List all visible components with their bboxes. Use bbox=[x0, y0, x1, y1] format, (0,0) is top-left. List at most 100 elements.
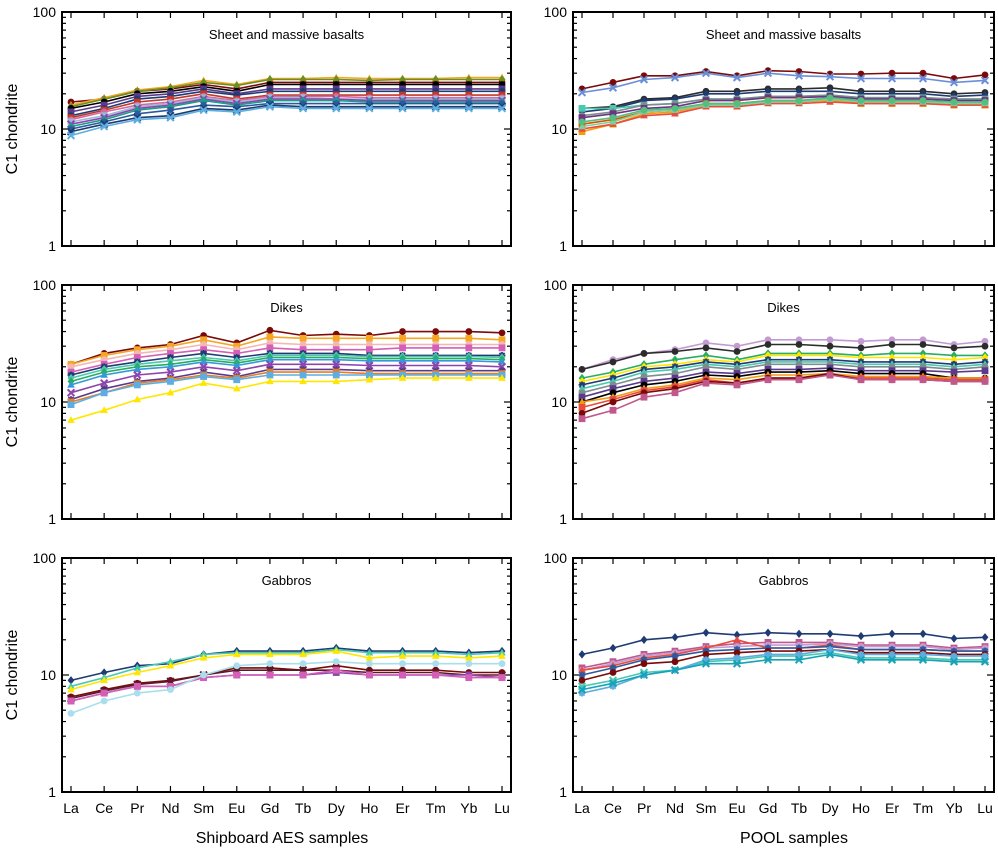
data-point bbox=[609, 79, 617, 86]
panel-gabbros-aes: 1 10 100 La Ce Pr Nd Sm Eu Gd Tb Dy Ho Er Tm Yb Lu C1 cho… bbox=[4, 550, 512, 816]
series-line bbox=[581, 343, 986, 371]
panel-title: Gabbros bbox=[759, 573, 809, 588]
data-point bbox=[732, 659, 742, 668]
data-point bbox=[100, 406, 108, 413]
x-tick-label: Tm bbox=[426, 800, 446, 816]
y-tick-label: 1 bbox=[559, 238, 567, 254]
data-point bbox=[578, 676, 586, 684]
data-point bbox=[949, 78, 959, 87]
data-point bbox=[950, 351, 958, 360]
data-point bbox=[609, 643, 617, 653]
data-point bbox=[332, 104, 341, 113]
panel-sheet-pool: 1 10 100 Sheet and massive basalts bbox=[544, 4, 995, 254]
data-point bbox=[365, 87, 373, 95]
y-axis-label: C1 chondrite bbox=[4, 357, 21, 448]
data-point bbox=[166, 388, 175, 396]
data-point bbox=[578, 409, 586, 417]
data-point bbox=[670, 73, 680, 82]
data-point bbox=[640, 111, 648, 119]
data-point bbox=[166, 368, 175, 377]
data-point bbox=[365, 334, 373, 342]
series-line bbox=[581, 641, 986, 669]
data-point bbox=[233, 376, 241, 384]
x-tick-label: Ho bbox=[360, 800, 378, 816]
y-tick-label: 1 bbox=[48, 238, 56, 254]
series-line bbox=[70, 342, 502, 368]
series-dikes-pool-1 bbox=[578, 341, 989, 373]
data-point bbox=[432, 328, 440, 335]
series-dikes-aes-7 bbox=[67, 355, 506, 388]
data-point bbox=[578, 365, 586, 373]
data-point bbox=[365, 660, 373, 668]
data-point bbox=[733, 630, 741, 640]
data-point bbox=[66, 131, 76, 140]
x-tick-label: Dy bbox=[821, 800, 838, 816]
data-point bbox=[888, 376, 896, 384]
data-point bbox=[200, 341, 208, 348]
y-tick-label: 1 bbox=[48, 511, 56, 527]
data-point bbox=[702, 89, 710, 98]
data-point bbox=[950, 98, 958, 106]
data-point bbox=[857, 337, 865, 345]
series-sheet-aes-10 bbox=[67, 96, 506, 131]
data-point bbox=[232, 384, 241, 392]
data-point bbox=[67, 685, 75, 693]
data-point bbox=[432, 87, 440, 95]
series-line bbox=[70, 329, 503, 366]
x-tick-label: Lu bbox=[977, 800, 993, 816]
series-line bbox=[70, 347, 502, 373]
series-line bbox=[70, 669, 502, 700]
data-point bbox=[465, 334, 473, 342]
data-point bbox=[299, 671, 307, 679]
series-line bbox=[70, 660, 502, 715]
y-tick-label: 10 bbox=[40, 667, 56, 683]
data-point bbox=[764, 376, 772, 384]
data-point bbox=[431, 356, 440, 364]
series-gabbros-pool-5 bbox=[578, 646, 989, 684]
data-point bbox=[399, 671, 406, 679]
data-point bbox=[608, 679, 618, 688]
x-tick-label: Ce bbox=[604, 800, 622, 816]
data-point bbox=[578, 398, 586, 405]
data-point bbox=[166, 113, 175, 122]
data-point bbox=[919, 650, 927, 658]
data-point bbox=[266, 355, 274, 363]
data-point bbox=[950, 377, 958, 385]
data-point bbox=[919, 341, 927, 348]
panel-title: Sheet and massive basalts bbox=[209, 27, 365, 42]
series-line bbox=[70, 664, 502, 698]
series-gabbros-aes-2 bbox=[67, 647, 506, 693]
data-point bbox=[133, 115, 142, 124]
data-point bbox=[919, 336, 927, 344]
series-line bbox=[70, 336, 503, 366]
data-point bbox=[233, 662, 241, 670]
series-line bbox=[70, 352, 502, 376]
data-point bbox=[498, 336, 506, 344]
data-point bbox=[671, 104, 679, 112]
data-point bbox=[919, 89, 927, 98]
data-point bbox=[888, 650, 896, 658]
data-point bbox=[702, 339, 710, 347]
data-point bbox=[609, 358, 617, 366]
y-tick-label: 1 bbox=[48, 784, 56, 800]
data-point bbox=[702, 379, 710, 387]
data-point bbox=[233, 342, 241, 350]
data-point bbox=[981, 342, 989, 350]
data-point bbox=[498, 329, 506, 337]
data-point bbox=[365, 104, 374, 113]
data-point bbox=[365, 648, 374, 656]
series-line bbox=[70, 354, 503, 379]
data-point bbox=[199, 362, 208, 371]
y-tick-label: 100 bbox=[544, 550, 568, 566]
data-point bbox=[578, 393, 586, 401]
data-point bbox=[578, 118, 586, 126]
data-point bbox=[609, 385, 617, 393]
data-point bbox=[332, 377, 341, 385]
y-tick-label: 10 bbox=[551, 121, 567, 137]
data-point bbox=[497, 104, 507, 113]
plot-frame bbox=[572, 284, 995, 520]
data-point bbox=[166, 657, 175, 665]
panel-dikes-aes: 1 10 100 C1 chondrite Dikes bbox=[4, 277, 512, 527]
data-point bbox=[919, 97, 927, 104]
data-point bbox=[67, 125, 75, 133]
